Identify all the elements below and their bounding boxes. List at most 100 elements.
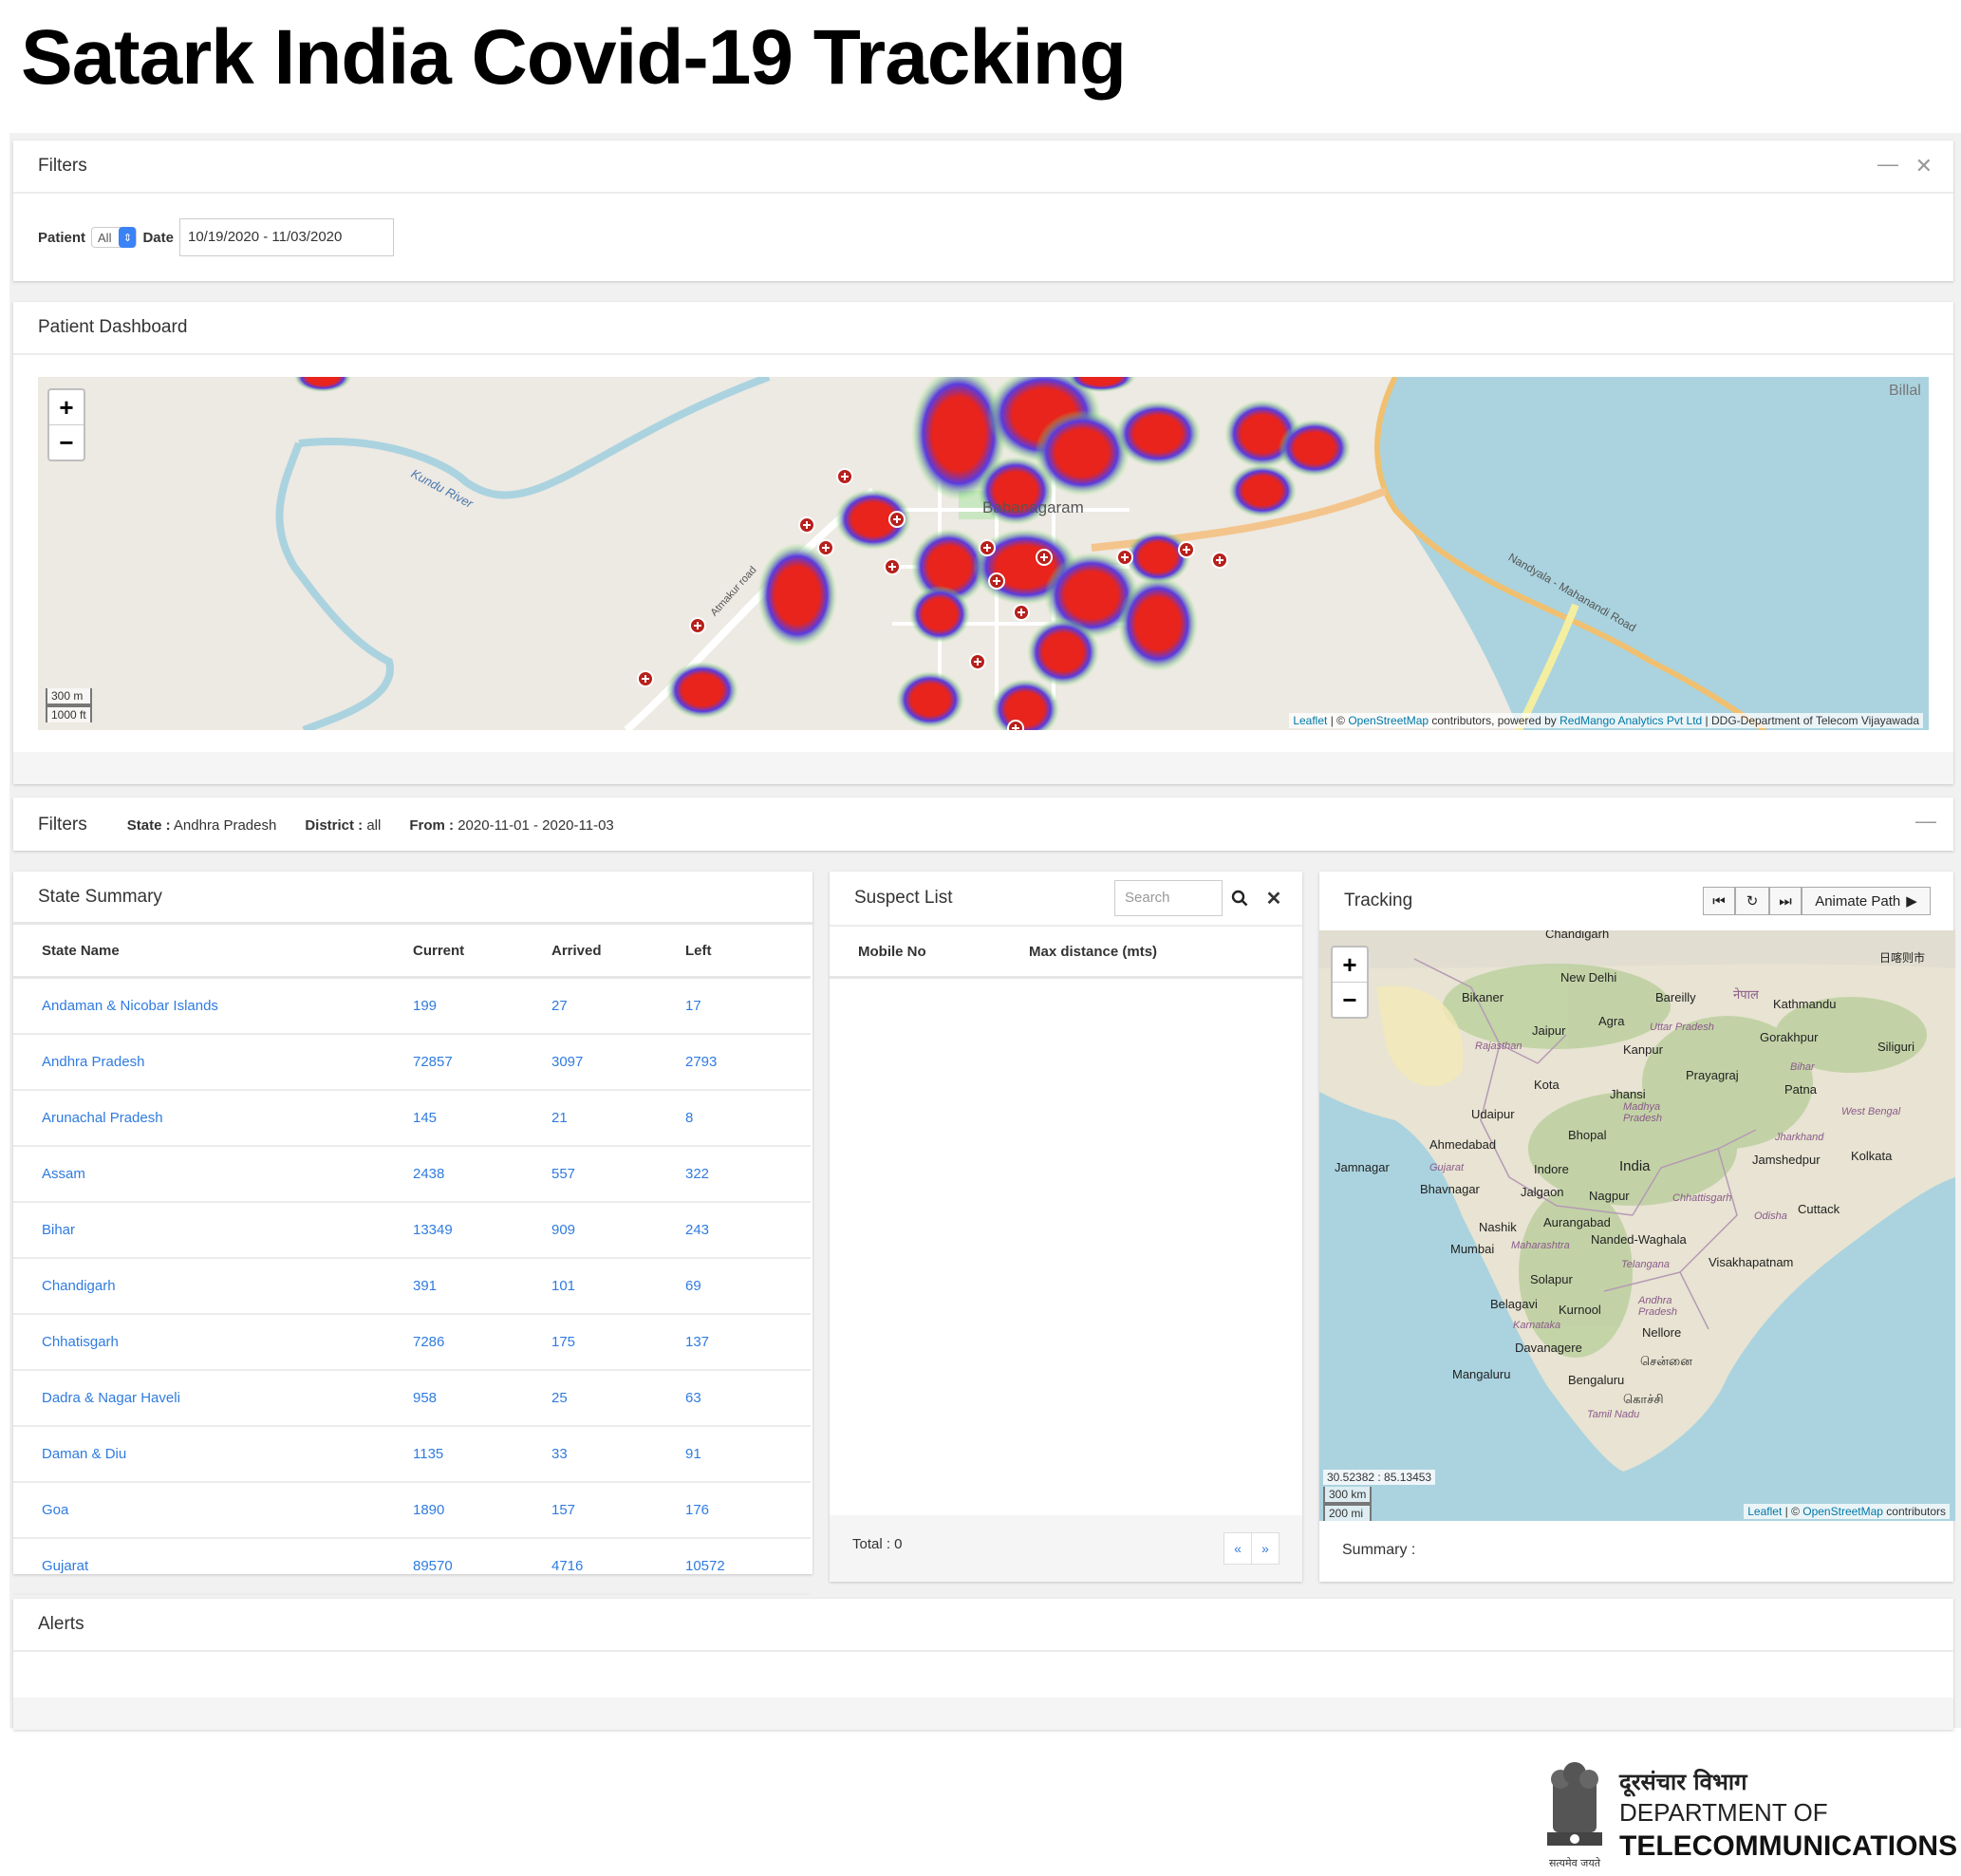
state-name-link[interactable]: Arunachal Pradesh	[13, 1090, 384, 1147]
count-cell[interactable]: 21	[523, 1090, 657, 1147]
table-row[interactable]: Dadra & Nagar Haveli 958 25 63	[13, 1370, 811, 1427]
column-header[interactable]: Mobile No	[858, 943, 926, 960]
skip-back-icon[interactable]: ⏮	[1703, 887, 1735, 915]
tracking-map[interactable]: + − Chandigarh 日喀则市 New Delhi Bareilly न…	[1319, 930, 1955, 1521]
count-cell[interactable]: 2793	[657, 1034, 811, 1091]
column-header[interactable]: Current	[384, 925, 523, 979]
count-cell[interactable]: 33	[523, 1426, 657, 1483]
leaflet-link[interactable]: Leaflet	[1293, 714, 1328, 727]
count-cell[interactable]: 2438	[384, 1146, 523, 1203]
table-row[interactable]: Chhatisgarh 7286 175 137	[13, 1314, 811, 1371]
count-cell[interactable]: 8	[657, 1090, 811, 1147]
city-label: Jhansi	[1610, 1087, 1646, 1101]
table-row[interactable]: Chandigarh 391 101 69	[13, 1258, 811, 1315]
state-name-link[interactable]: Chandigarh	[13, 1258, 384, 1315]
patient-heatmap[interactable]: + − Kundu River Babanagaram Atmakur road…	[38, 377, 1929, 730]
state-name-link[interactable]: Dadra & Nagar Haveli	[13, 1370, 384, 1427]
vegetation	[1443, 964, 1927, 1358]
count-cell[interactable]: 243	[657, 1202, 811, 1259]
state-name-link[interactable]: Assam	[13, 1146, 384, 1203]
count-cell[interactable]: 25	[523, 1370, 657, 1427]
state-name-link[interactable]: Goa	[13, 1482, 384, 1539]
count-cell[interactable]: 176	[657, 1482, 811, 1539]
table-row[interactable]: Andhra Pradesh 72857 3097 2793	[13, 1034, 811, 1091]
state-summary-rows: Andaman & Nicobar Islands 199 27 17 Andhra P…	[13, 977, 811, 1595]
count-cell[interactable]: 17	[657, 977, 811, 1035]
count-cell[interactable]: 145	[384, 1090, 523, 1147]
city-label: Bhopal	[1568, 1128, 1607, 1142]
count-cell[interactable]: 175	[523, 1314, 657, 1371]
column-header[interactable]: Left	[657, 925, 811, 979]
count-cell[interactable]: 89570	[384, 1538, 523, 1595]
count-cell[interactable]: 13349	[384, 1202, 523, 1259]
table-row[interactable]: Gujarat 89570 4716 10572	[13, 1538, 811, 1595]
state-name-link[interactable]: Andaman & Nicobar Islands	[13, 977, 384, 1035]
table-row[interactable]: Assam 2438 557 322	[13, 1146, 811, 1203]
column-header[interactable]: Max distance (mts)	[1029, 943, 1158, 960]
count-cell[interactable]: 3097	[523, 1034, 657, 1091]
patient-marker	[1178, 541, 1195, 558]
column-header[interactable]: Arrived	[523, 925, 657, 979]
alerts-footer	[13, 1698, 1953, 1730]
count-cell[interactable]: 557	[523, 1146, 657, 1203]
date-label: Date	[142, 229, 174, 246]
count-cell[interactable]: 69	[657, 1258, 811, 1315]
zoom-out-button[interactable]: −	[1333, 982, 1367, 1017]
count-cell[interactable]: 10572	[657, 1538, 811, 1595]
region-label: Gujarat	[1429, 1162, 1465, 1173]
minus-icon[interactable]: —	[1915, 809, 1936, 833]
prev-page-button[interactable]: «	[1224, 1533, 1252, 1564]
suspect-search-group: Search ✕	[1114, 880, 1291, 916]
count-cell[interactable]: 909	[523, 1202, 657, 1259]
table-row[interactable]: Daman & Diu 1135 33 91	[13, 1426, 811, 1483]
state-name-link[interactable]: Bihar	[13, 1202, 384, 1259]
animate-path-button[interactable]: Animate Path ▶	[1802, 887, 1931, 915]
count-cell[interactable]: 322	[657, 1146, 811, 1203]
count-cell[interactable]: 137	[657, 1314, 811, 1371]
count-cell[interactable]: 391	[384, 1258, 523, 1315]
redmango-link[interactable]: RedMango Analytics Pvt Ltd	[1559, 714, 1703, 727]
zoom-out-button[interactable]: −	[49, 424, 84, 460]
osm-link[interactable]: OpenStreetMap	[1802, 1505, 1883, 1518]
minus-icon[interactable]: —	[1877, 152, 1898, 176]
column-header[interactable]: State Name	[13, 925, 384, 979]
count-cell[interactable]: 101	[523, 1258, 657, 1315]
state-name-link[interactable]: Andhra Pradesh	[13, 1034, 384, 1091]
count-cell[interactable]: 1890	[384, 1482, 523, 1539]
zoom-in-button[interactable]: +	[59, 392, 74, 422]
state-name-link[interactable]: Daman & Diu	[13, 1426, 384, 1483]
count-cell[interactable]: 199	[384, 977, 523, 1035]
date-range-input[interactable]: 10/19/2020 - 11/03/2020	[178, 218, 394, 256]
city-label: नेपाल	[1733, 987, 1759, 1002]
search-icon[interactable]	[1223, 880, 1257, 916]
next-page-button[interactable]: »	[1261, 1541, 1269, 1556]
suspect-search-input[interactable]: Search	[1114, 880, 1223, 916]
table-row[interactable]: Arunachal Pradesh 145 21 8	[13, 1090, 811, 1147]
count-cell[interactable]: 72857	[384, 1034, 523, 1091]
count-cell[interactable]: 157	[523, 1482, 657, 1539]
count-cell[interactable]: 958	[384, 1370, 523, 1427]
table-row[interactable]: Goa 1890 157 176	[13, 1482, 811, 1539]
table-row[interactable]: Bihar 13349 909 243	[13, 1202, 811, 1259]
skip-forward-icon[interactable]: ⏭	[1769, 887, 1802, 915]
count-cell[interactable]: 7286	[384, 1314, 523, 1371]
count-cell[interactable]: 4716	[523, 1538, 657, 1595]
tracking-scale: 300 km 200 mi	[1323, 1487, 1373, 1521]
state-name-link[interactable]: Chhatisgarh	[13, 1314, 384, 1371]
patient-marker	[637, 670, 654, 687]
rotate-icon[interactable]: ↻	[1735, 887, 1769, 915]
count-cell[interactable]: 1135	[384, 1426, 523, 1483]
close-icon[interactable]: ✕	[1265, 888, 1282, 910]
count-cell[interactable]: 27	[523, 977, 657, 1035]
close-icon[interactable]: ✕	[1914, 154, 1933, 178]
filters-panel-title: Filters	[38, 156, 87, 176]
state-name-link[interactable]: Gujarat	[13, 1538, 384, 1595]
patient-select[interactable]: All ⇕	[91, 227, 138, 248]
count-cell[interactable]: 63	[657, 1370, 811, 1427]
zoom-in-button[interactable]: +	[1342, 949, 1357, 979]
table-row[interactable]: Andaman & Nicobar Islands 199 27 17	[13, 977, 811, 1035]
osm-link[interactable]: OpenStreetMap	[1348, 714, 1429, 727]
count-cell[interactable]: 91	[657, 1426, 811, 1483]
leaflet-link[interactable]: Leaflet	[1747, 1505, 1783, 1518]
city-label: Agra	[1598, 1014, 1625, 1028]
